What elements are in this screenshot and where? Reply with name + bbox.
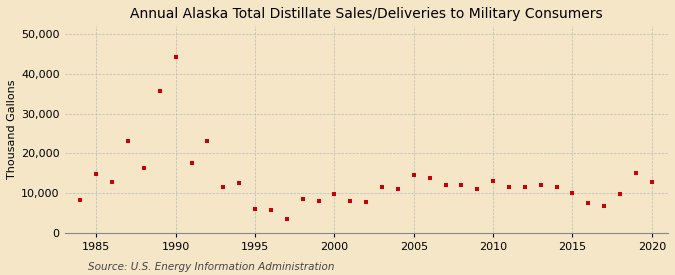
Point: [234, 181, 244, 185]
Point: [75, 198, 86, 202]
Point: [630, 171, 641, 175]
Point: [504, 185, 514, 189]
Point: [345, 199, 356, 203]
Point: [535, 183, 546, 187]
Point: [91, 172, 102, 176]
Point: [647, 180, 657, 184]
Point: [472, 187, 483, 191]
Point: [250, 207, 261, 211]
Point: [424, 176, 435, 180]
Y-axis label: Thousand Gallons: Thousand Gallons: [7, 80, 17, 179]
Point: [456, 183, 467, 187]
Point: [551, 185, 562, 189]
Title: Annual Alaska Total Distillate Sales/Deliveries to Military Consumers: Annual Alaska Total Distillate Sales/Del…: [130, 7, 603, 21]
Point: [599, 203, 610, 208]
Point: [107, 180, 117, 184]
Point: [329, 191, 340, 196]
Point: [202, 139, 213, 144]
Point: [186, 161, 197, 165]
Point: [170, 55, 181, 59]
Point: [392, 187, 403, 191]
Point: [218, 185, 229, 189]
Point: [488, 179, 499, 183]
Point: [281, 216, 292, 221]
Point: [297, 197, 308, 201]
Text: Source: U.S. Energy Information Administration: Source: U.S. Energy Information Administ…: [88, 262, 334, 272]
Point: [520, 185, 531, 189]
Point: [313, 199, 324, 203]
Point: [440, 183, 451, 187]
Point: [567, 191, 578, 195]
Point: [265, 207, 276, 212]
Point: [408, 173, 419, 177]
Point: [138, 166, 149, 170]
Point: [155, 88, 165, 93]
Point: [123, 139, 134, 144]
Point: [583, 200, 594, 205]
Point: [360, 199, 371, 204]
Point: [377, 185, 387, 189]
Point: [615, 191, 626, 196]
